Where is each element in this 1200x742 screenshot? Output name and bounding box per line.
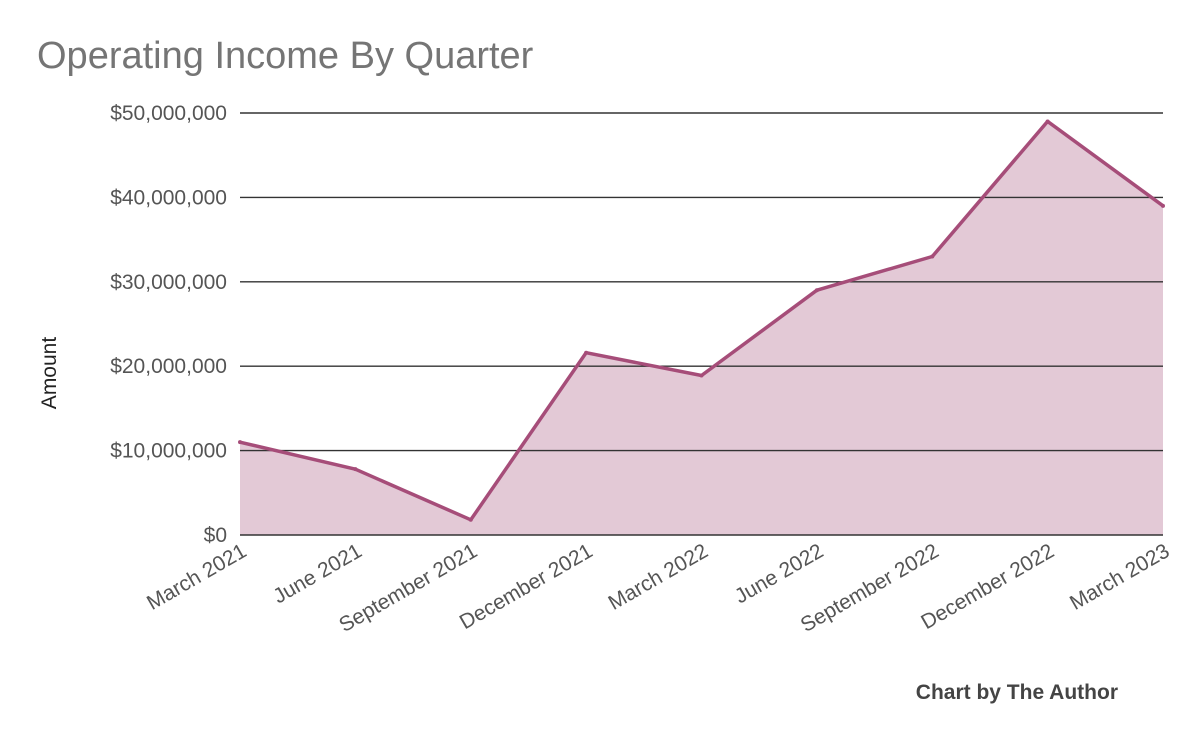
chart-title: Operating Income By Quarter [37,35,534,77]
chart-credit: Chart by The Author [916,681,1118,704]
data-point [930,254,935,259]
y-tick-label: $0 [204,524,227,547]
y-tick-label: $10,000,000 [110,440,227,463]
gridlines [240,112,1163,536]
y-tick-label: $40,000,000 [110,186,227,209]
data-point [584,350,589,355]
data-point [699,373,704,378]
area-fill [240,121,1163,536]
data-point [814,288,819,293]
y-axis-label: Amount [38,337,61,410]
x-tick-label: June 2021 [269,539,365,608]
plot-area [238,112,1165,536]
data-point [238,440,242,445]
x-tick-label: June 2022 [731,539,827,608]
x-tick-label: March 2023 [1066,539,1174,614]
y-axis: $0 $10,000,000 $20,000,000 $30,000,000 $40,0… [110,102,227,547]
y-tick-label: $30,000,000 [110,271,227,294]
data-point [1161,203,1165,208]
data-point [353,467,358,472]
y-tick-label: $20,000,000 [110,355,227,378]
data-point [1045,119,1050,124]
data-point [468,517,473,522]
x-tick-label: March 2022 [604,539,712,614]
y-tick-label: $50,000,000 [110,102,227,125]
x-tick-label: March 2021 [143,539,251,614]
